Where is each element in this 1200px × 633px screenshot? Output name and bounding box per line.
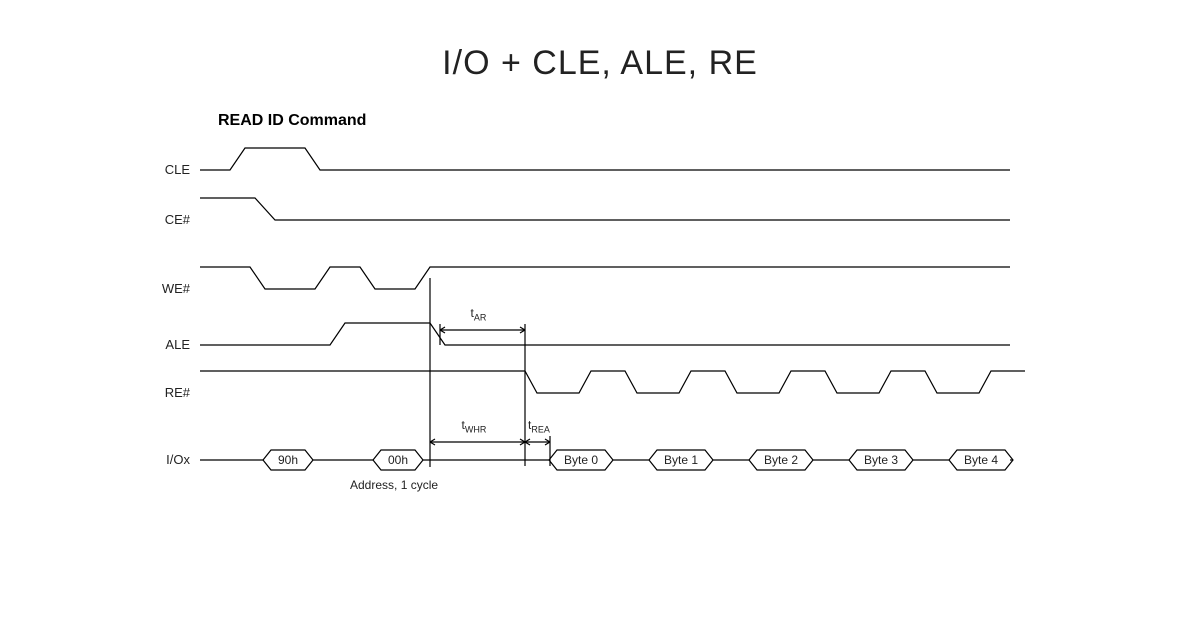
svg-text:Byte 1: Byte 1 <box>664 453 698 467</box>
svg-text:Byte 3: Byte 3 <box>864 453 898 467</box>
svg-text:00h: 00h <box>388 453 408 467</box>
timing-svg: 90h 00h Byte 0 Byte 1 Byte 2 Byte 3 Byte 4 <box>0 0 1200 633</box>
svg-text:Byte 4: Byte 4 <box>964 453 998 467</box>
svg-text:90h: 90h <box>278 453 298 467</box>
timing-diagram-page: I/O + CLE, ALE, RE READ ID Command CLE C… <box>0 0 1200 633</box>
svg-text:Byte 2: Byte 2 <box>764 453 798 467</box>
svg-text:Byte 0: Byte 0 <box>564 453 598 467</box>
